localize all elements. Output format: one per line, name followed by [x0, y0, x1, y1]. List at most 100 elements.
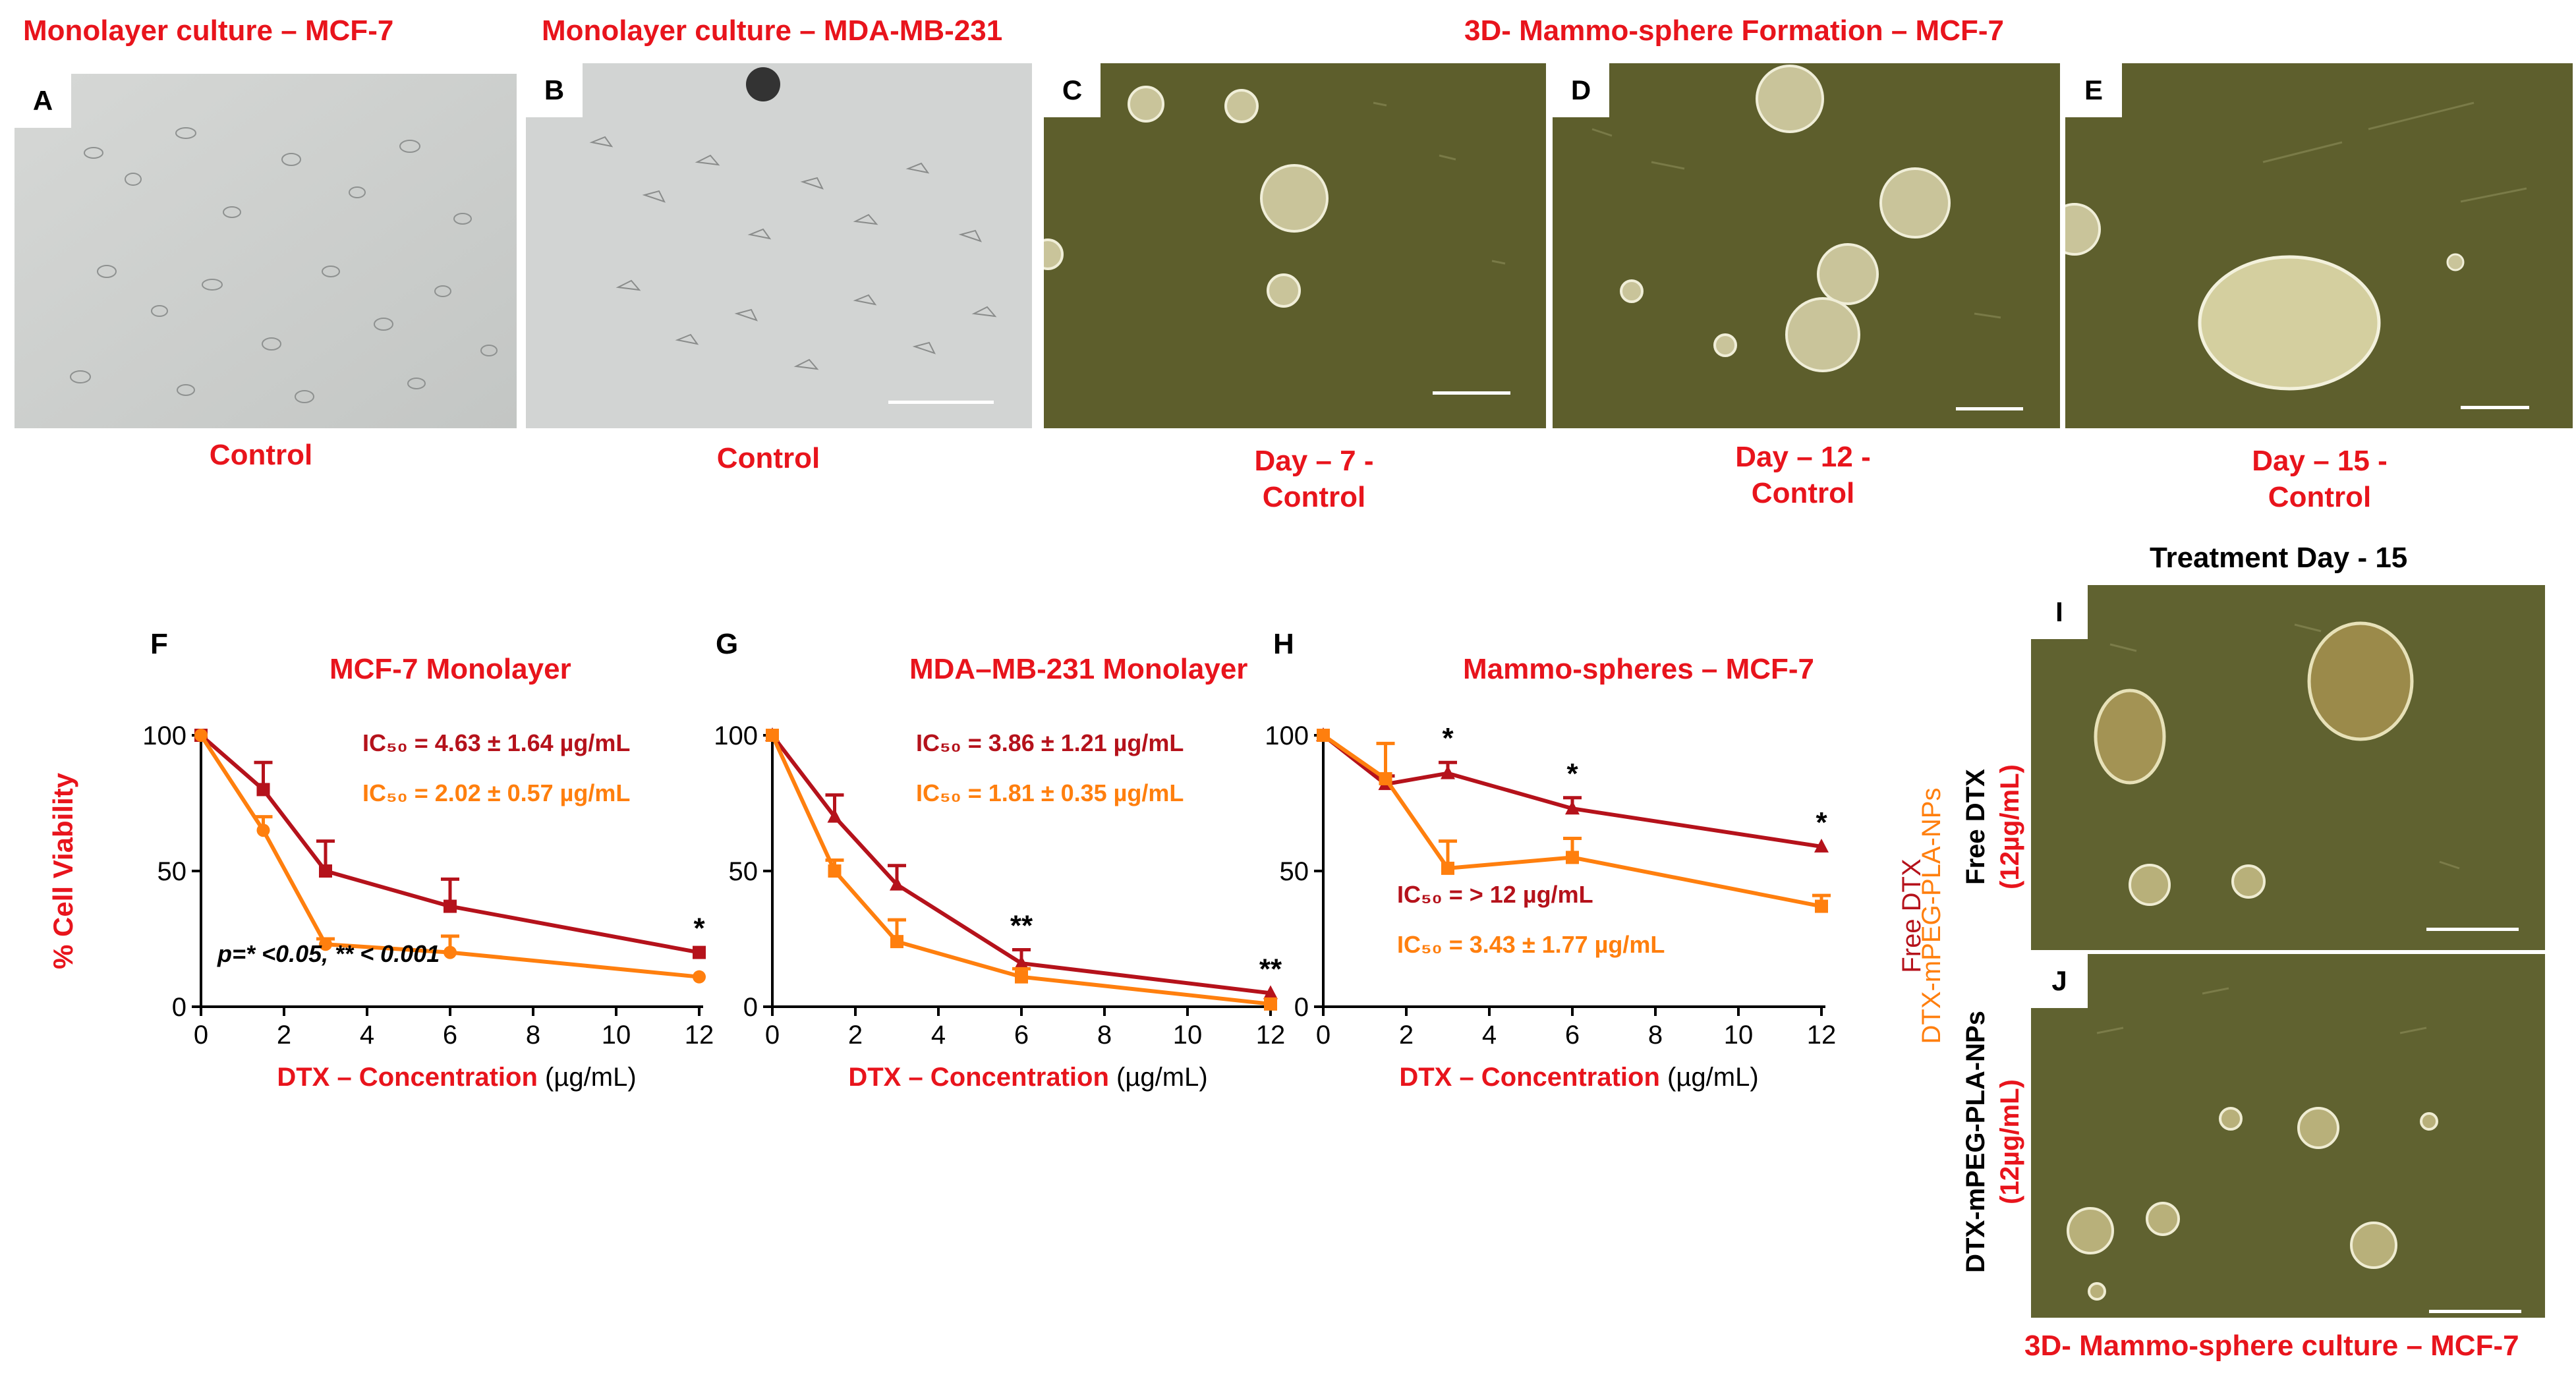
significance-marker: **: [1259, 953, 1282, 985]
x-tick-label: 6: [1014, 1021, 1029, 1050]
y-tick-label: 100: [142, 721, 186, 750]
title-mammosphere-formation: 3D- Mammo-sphere Formation – MCF-7: [1464, 14, 2004, 47]
caption-e-line1: Day – 15 -: [2252, 445, 2388, 477]
scale-bar: [2426, 928, 2519, 931]
caption-c-line2: Control: [1262, 481, 1366, 513]
x-tick-label: 12: [685, 1021, 714, 1050]
x-axis-label: DTX – Concentration (µg/mL): [277, 1063, 636, 1092]
x-axis-label-text: DTX – Concentration: [1399, 1063, 1667, 1092]
panel-letter-b: B: [526, 63, 583, 117]
caption-d-line1: Day – 12 -: [1735, 441, 1871, 473]
photo-panel-e: E: [2065, 63, 2573, 428]
photo-panel-d: D: [1553, 63, 2060, 428]
caption-d: Day – 12 - Control: [1671, 439, 1935, 511]
caption-d-line2: Control: [1751, 477, 1855, 509]
data-point: [693, 970, 706, 984]
data-point: [1015, 970, 1028, 984]
x-tick-label: 0: [194, 1021, 208, 1050]
side-label-j-drug: DTX-mPEG-PLA-NPs: [1961, 1011, 1990, 1273]
data-point: [1441, 861, 1454, 875]
x-tick-label: 2: [277, 1021, 291, 1050]
ic50-label: IC₅₀ = 3.43 ± 1.77 µg/mL: [1397, 931, 1665, 958]
panel-letter-g: G: [716, 628, 738, 660]
caption-a: Control: [209, 439, 313, 471]
data-point: [319, 864, 332, 878]
y-tick-label: 0: [172, 993, 186, 1022]
series-line-free-dtx: [1322, 733, 1822, 849]
chart-h: H Mammo-spheres – MCF-7 0 50 100 0 2 4 6 8 10 12 DTX…: [1265, 628, 1837, 1092]
data-point: [1264, 997, 1277, 1011]
significance-marker: *: [1442, 722, 1454, 754]
data-point: [1566, 851, 1579, 864]
x-tick-label: 2: [848, 1021, 863, 1050]
mammosphere-day12-image: [1553, 63, 2060, 428]
side-label-i-conc: (12µg/mL): [1995, 764, 2024, 889]
panel-letter-c: C: [1044, 63, 1101, 117]
data-point: [319, 938, 332, 951]
x-tick-label: 4: [360, 1021, 374, 1050]
x-tick-label: 10: [602, 1021, 631, 1050]
scale-bar: [2461, 406, 2529, 409]
caption-e: Day – 15 - Control: [2188, 443, 2451, 515]
significance-marker: **: [1010, 909, 1033, 941]
scale-bar: [1433, 391, 1510, 395]
photo-panel-i: I: [2031, 585, 2545, 950]
x-axis-label: DTX – Concentration (µg/mL): [848, 1063, 1207, 1092]
x-tick-label: 10: [1173, 1021, 1203, 1050]
x-tick-label: 4: [1482, 1021, 1497, 1050]
photo-panel-b: B: [526, 63, 1032, 428]
p-value-note: p=* <0.05, ** < 0.001: [217, 940, 440, 967]
side-label-i-drug: Free DTX: [1961, 769, 1990, 885]
treatment-free-dtx-image: [2031, 585, 2545, 950]
title-bottom-culture: 3D- Mammo-sphere culture – MCF-7: [2024, 1330, 2519, 1362]
x-tick-label: 12: [1807, 1021, 1837, 1050]
y-tick-label: 100: [714, 721, 758, 750]
photo-panel-a: A: [14, 74, 517, 428]
caption-c: Day – 7 - Control: [1182, 443, 1446, 515]
data-point: [1814, 838, 1829, 853]
data-point: [1014, 955, 1029, 970]
data-point: [766, 729, 779, 742]
panel-letter-i: I: [2031, 585, 2088, 639]
data-point: [256, 824, 270, 837]
data-point: [444, 945, 457, 959]
chart-title: MCF-7 Monolayer: [329, 653, 571, 685]
x-tick-label: 6: [443, 1021, 457, 1050]
chart-title: Mammo-spheres – MCF-7: [1463, 653, 1814, 685]
caption-c-line1: Day – 7 -: [1254, 445, 1374, 477]
x-tick-label: 8: [1097, 1021, 1112, 1050]
x-tick-label: 8: [526, 1021, 540, 1050]
x-tick-label: 0: [765, 1021, 780, 1050]
y-tick-label: 50: [729, 857, 758, 886]
legend-vertical: Free DTX DTX-mPEG-PLA-NPs: [1897, 731, 1946, 1100]
y-tick-label: 0: [743, 993, 758, 1022]
panel-letter-f: F: [150, 628, 168, 660]
y-tick-label: 50: [157, 857, 187, 886]
data-point: [828, 864, 842, 878]
data-point: [1263, 985, 1278, 999]
photo-panel-c: C: [1044, 63, 1546, 428]
legend-dtx-nps: DTX-mPEG-PLA-NPs: [1917, 787, 1946, 1044]
title-monolayer-mda: Monolayer culture – MDA-MB-231: [542, 14, 1003, 47]
x-tick-label: 8: [1648, 1021, 1663, 1050]
side-label-i: Free DTX (12µg/mL): [1959, 682, 2031, 972]
panel-letter-a: A: [14, 74, 71, 128]
x-axis-label-unit: (µg/mL): [545, 1063, 637, 1092]
monolayer-mda-image: [526, 63, 1032, 428]
side-label-j-conc: (12µg/mL): [1995, 1079, 2024, 1204]
significance-marker: *: [1816, 806, 1827, 839]
data-point: [1815, 899, 1828, 913]
x-axis-label-unit: (µg/mL): [1667, 1063, 1759, 1092]
x-axis-label-text: DTX – Concentration: [848, 1063, 1116, 1092]
mammosphere-day7-image: [1044, 63, 1546, 428]
panel-letter-j: J: [2031, 954, 2088, 1008]
chart-f: F MCF-7 Monolayer 0 50 100 0 2 4 6 8 10 12 DTX – Con…: [47, 628, 714, 1092]
caption-e-line2: Control: [2268, 481, 2372, 513]
chart-g: G MDA–MB-231 Monolayer 0 50 100 0 2 4 6 8 10 12 DTX …: [714, 628, 1285, 1092]
x-tick-label: 6: [1565, 1021, 1580, 1050]
panel-letter-h: H: [1273, 628, 1294, 660]
x-axis-label-unit: (µg/mL): [1116, 1063, 1208, 1092]
data-point: [1317, 729, 1330, 742]
y-tick-label: 100: [1265, 721, 1309, 750]
significance-marker: *: [693, 913, 705, 945]
